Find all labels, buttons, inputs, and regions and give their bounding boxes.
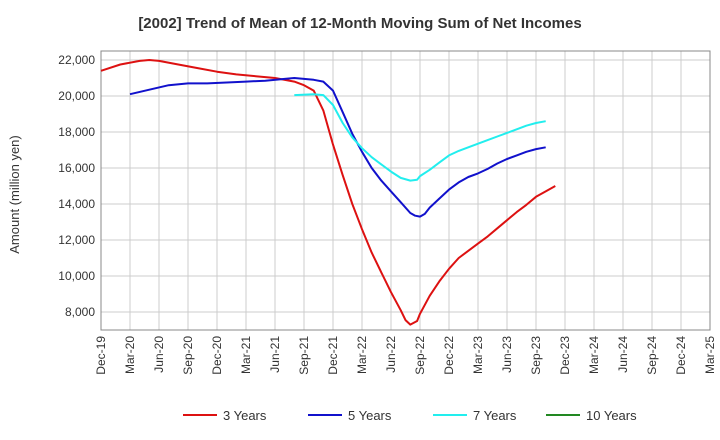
series-line-5-years (129, 77, 546, 218)
y-tick-label: 16,000 (58, 161, 95, 175)
legend-label: 5 Years (348, 408, 392, 423)
legend-label: 3 Years (223, 408, 267, 423)
x-tick-label: Jun-23 (500, 336, 514, 373)
x-tick-label: Dec-22 (442, 336, 456, 375)
x-tick-label: Mar-24 (587, 336, 601, 374)
y-axis-title: Amount (million yen) (7, 135, 22, 254)
x-tick-label: Mar-20 (123, 336, 137, 374)
x-tick-label: Dec-24 (674, 336, 688, 375)
x-tick-label: Sep-22 (413, 336, 427, 375)
axis-layer (100, 50, 711, 331)
x-tick-label: Sep-20 (181, 336, 195, 375)
y-tick-label: 12,000 (58, 233, 95, 247)
x-tick-label: Jun-22 (384, 336, 398, 373)
x-tick-label: Sep-24 (645, 336, 659, 375)
x-tick-label: Dec-19 (94, 336, 108, 375)
y-tick-label: 8,000 (65, 305, 95, 319)
x-tick-label: Sep-21 (297, 336, 311, 375)
grid-layer (100, 51, 711, 330)
x-tick-label: Dec-20 (210, 336, 224, 375)
legend: 3 Years 5 Years 7 Years 10 Years (183, 408, 637, 423)
legend-label: 7 Years (473, 408, 517, 423)
y-tick-label: 18,000 (58, 125, 95, 139)
x-tick-label: Mar-25 (703, 336, 717, 374)
x-tick-label: Jun-20 (152, 336, 166, 373)
x-tick-label: Jun-21 (268, 336, 282, 373)
y-tick-label: 20,000 (58, 89, 95, 103)
series-line-7-years (294, 93, 546, 182)
series-layer (100, 59, 556, 326)
plot-frame (100, 50, 711, 331)
x-tick-label: Jun-24 (616, 336, 630, 373)
x-tick-label: Sep-23 (529, 336, 543, 375)
x-tick-label: Mar-23 (471, 336, 485, 374)
x-tick-label: Mar-22 (355, 336, 369, 374)
series-line-3-years (100, 59, 556, 326)
x-tick-label: Mar-21 (239, 336, 253, 374)
legend-label: 10 Years (586, 408, 637, 423)
x-tick-label: Dec-21 (326, 336, 340, 375)
label-layer: 8,000 10,000 12,000 14,000 16,000 18,000 20,00… (7, 53, 717, 375)
y-tick-label: 22,000 (58, 53, 95, 67)
chart-title: [2002] Trend of Mean of 12-Month Moving … (138, 15, 582, 32)
x-tick-label: Dec-23 (558, 336, 572, 375)
y-tick-label: 14,000 (58, 197, 95, 211)
y-tick-label: 10,000 (58, 269, 95, 283)
